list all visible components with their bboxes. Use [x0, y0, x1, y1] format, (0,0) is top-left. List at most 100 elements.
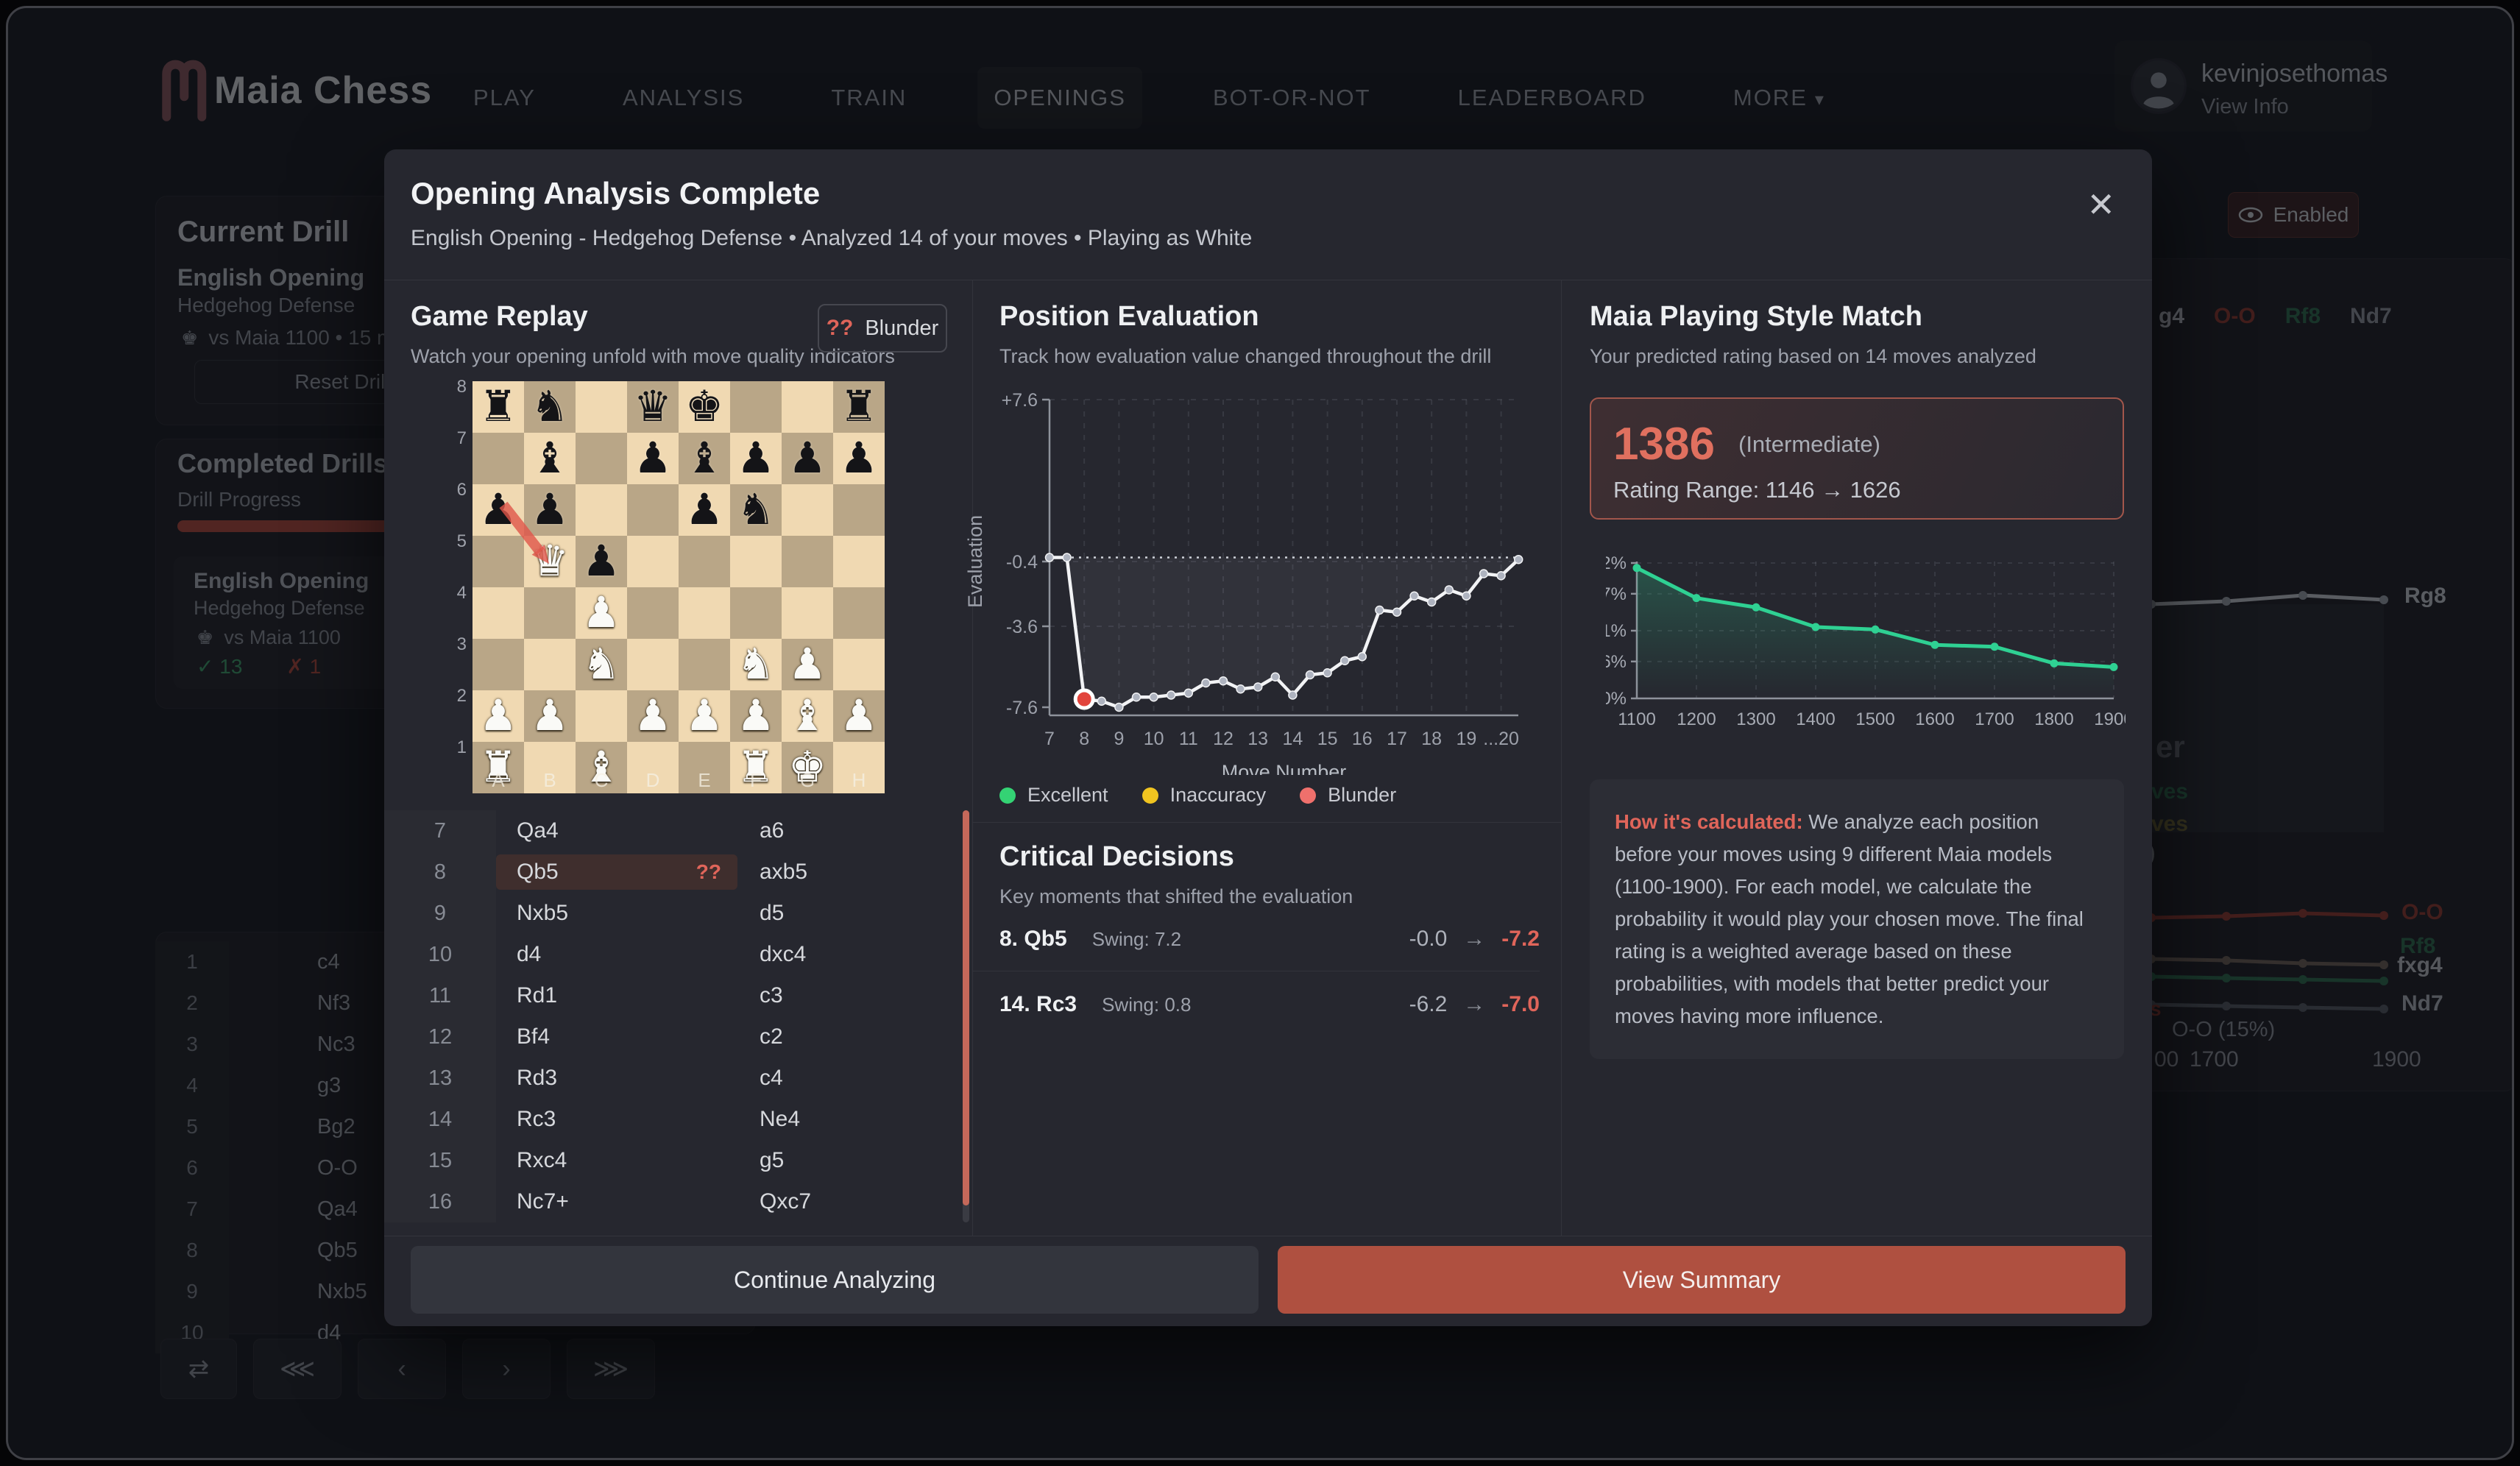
- board-square[interactable]: [473, 587, 524, 639]
- white-move[interactable]: Rd3: [517, 1066, 558, 1090]
- board-square[interactable]: ♜: [833, 381, 885, 433]
- board-square[interactable]: [524, 742, 576, 793]
- critical-decision-row[interactable]: 8. Qb5 Swing: 7.2 -0.0 → -7.2: [999, 918, 1540, 960]
- black-move[interactable]: c3: [760, 983, 783, 1008]
- move-list-scrollbar-thumb[interactable]: [963, 810, 969, 1205]
- move-row[interactable]: 7 Qa4 a6: [384, 810, 972, 851]
- board-square[interactable]: ♚: [782, 742, 833, 793]
- white-move[interactable]: Qa4: [517, 818, 559, 843]
- move-row[interactable]: 11 Rd1 c3: [384, 975, 972, 1016]
- board-square[interactable]: [627, 536, 679, 587]
- board-square[interactable]: ♟: [576, 536, 627, 587]
- board-square[interactable]: ♜: [473, 742, 524, 793]
- board-square[interactable]: ♛: [627, 381, 679, 433]
- board-square[interactable]: [679, 742, 730, 793]
- white-move[interactable]: Rxc4: [517, 1148, 567, 1172]
- board-square[interactable]: ♝: [576, 742, 627, 793]
- white-move[interactable]: Qb5??: [496, 854, 737, 890]
- board-square[interactable]: [730, 381, 782, 433]
- board-square[interactable]: ♟: [782, 433, 833, 484]
- board-square[interactable]: ♝: [524, 433, 576, 484]
- move-row[interactable]: 12 Bf4 c2: [384, 1016, 972, 1058]
- black-move[interactable]: g5: [760, 1148, 785, 1172]
- move-row[interactable]: 8 Qb5?? axb5: [384, 851, 972, 893]
- board-square[interactable]: [627, 587, 679, 639]
- board-square[interactable]: [627, 742, 679, 793]
- board-square[interactable]: ♞: [576, 639, 627, 690]
- white-move[interactable]: Nxb5: [517, 901, 569, 925]
- board-square[interactable]: ♞: [730, 639, 782, 690]
- move-row[interactable]: 10 d4 dxc4: [384, 934, 972, 975]
- board-square[interactable]: ♟: [730, 433, 782, 484]
- black-move[interactable]: Ne4: [760, 1107, 801, 1131]
- view-summary-button[interactable]: View Summary: [1278, 1246, 2126, 1314]
- white-move[interactable]: Rc3: [517, 1107, 556, 1131]
- board-square[interactable]: ♟: [473, 690, 524, 742]
- board-square[interactable]: ♞: [730, 484, 782, 536]
- board-square[interactable]: [473, 639, 524, 690]
- board-square[interactable]: ♟: [782, 639, 833, 690]
- black-move[interactable]: dxc4: [760, 942, 807, 966]
- black-move[interactable]: c2: [760, 1024, 783, 1049]
- critical-decision-row[interactable]: 14. Rc3 Swing: 0.8 -6.2 → -7.0: [999, 983, 1540, 1026]
- board-square[interactable]: [833, 742, 885, 793]
- board-square[interactable]: [833, 484, 885, 536]
- board-square[interactable]: [576, 433, 627, 484]
- board-square[interactable]: ♟: [627, 690, 679, 742]
- board-square[interactable]: ♟: [524, 690, 576, 742]
- board-square[interactable]: [833, 536, 885, 587]
- board-square[interactable]: [576, 690, 627, 742]
- board-square[interactable]: [730, 536, 782, 587]
- board-square[interactable]: [679, 587, 730, 639]
- black-move[interactable]: a6: [760, 818, 785, 843]
- board-square[interactable]: ♟: [524, 484, 576, 536]
- board-square[interactable]: ♜: [730, 742, 782, 793]
- board-square[interactable]: [524, 587, 576, 639]
- board-square[interactable]: ♞: [524, 381, 576, 433]
- board-square[interactable]: ♟: [833, 690, 885, 742]
- board-square[interactable]: ♝: [679, 433, 730, 484]
- board-square[interactable]: [782, 381, 833, 433]
- board-square[interactable]: ♟: [627, 433, 679, 484]
- board-square[interactable]: [576, 381, 627, 433]
- board-square[interactable]: [679, 536, 730, 587]
- white-move[interactable]: d4: [517, 942, 542, 966]
- board-square[interactable]: ♟: [473, 484, 524, 536]
- white-move[interactable]: Nc7+: [517, 1189, 569, 1214]
- close-icon[interactable]: ✕: [2087, 185, 2115, 224]
- board-square[interactable]: [524, 639, 576, 690]
- board-square[interactable]: [782, 484, 833, 536]
- board-square[interactable]: ♝: [782, 690, 833, 742]
- black-move[interactable]: d5: [760, 901, 785, 925]
- board-square[interactable]: [833, 639, 885, 690]
- white-move[interactable]: Rd1: [517, 983, 558, 1008]
- board-square[interactable]: ♟: [679, 690, 730, 742]
- board-square[interactable]: ♚: [679, 381, 730, 433]
- board-square[interactable]: ♛: [524, 536, 576, 587]
- board-square[interactable]: ♜: [473, 381, 524, 433]
- black-move[interactable]: c4: [760, 1066, 783, 1090]
- move-row[interactable]: 13 Rd3 c4: [384, 1058, 972, 1099]
- board-square[interactable]: [627, 484, 679, 536]
- board-square[interactable]: [730, 587, 782, 639]
- white-move[interactable]: Bf4: [517, 1024, 551, 1049]
- continue-analyzing-button[interactable]: Continue Analyzing: [411, 1246, 1259, 1314]
- move-row[interactable]: 15 Rxc4 g5: [384, 1140, 972, 1181]
- board-square[interactable]: [679, 639, 730, 690]
- board-square[interactable]: ♟: [833, 433, 885, 484]
- board-square[interactable]: [627, 639, 679, 690]
- move-row[interactable]: 9 Nxb5 d5: [384, 893, 972, 934]
- board-square[interactable]: [473, 536, 524, 587]
- black-move[interactable]: Qxc7: [760, 1189, 812, 1214]
- board-square[interactable]: [473, 433, 524, 484]
- move-row[interactable]: 16 Nc7+ Qxc7: [384, 1181, 972, 1222]
- move-row[interactable]: 14 Rc3 Ne4: [384, 1099, 972, 1140]
- board-square[interactable]: [576, 484, 627, 536]
- board-square[interactable]: [782, 536, 833, 587]
- board-square[interactable]: ♟: [576, 587, 627, 639]
- board-square[interactable]: ♟: [730, 690, 782, 742]
- black-move[interactable]: axb5: [760, 860, 808, 884]
- board-square[interactable]: [833, 587, 885, 639]
- board-square[interactable]: [782, 587, 833, 639]
